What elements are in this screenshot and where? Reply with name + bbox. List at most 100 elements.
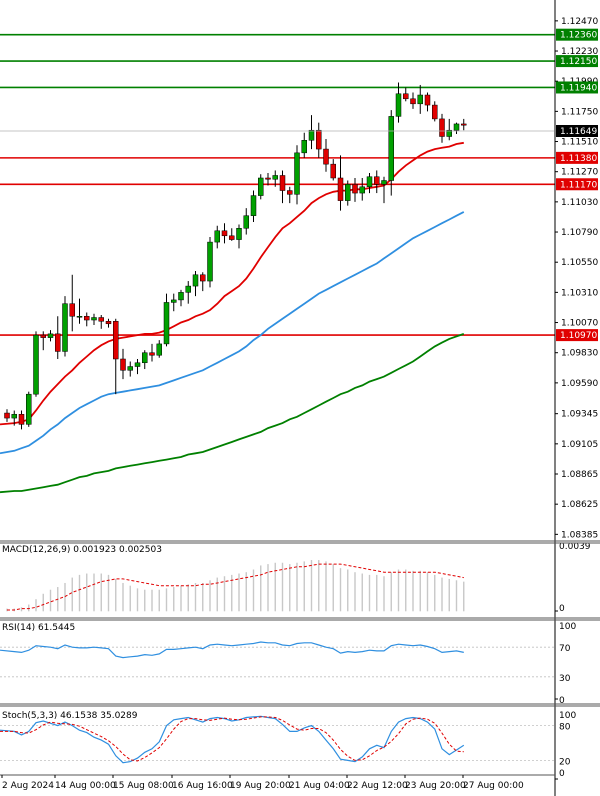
rsi-tick-label: 30	[559, 674, 571, 684]
candle-body	[26, 393, 32, 425]
stoch-main-line	[0, 715, 465, 764]
stoch-title: Stoch(5,3,3) 46.1538 35.0289	[2, 711, 138, 721]
time-tick-label: 16 Aug 16:00	[172, 781, 233, 791]
candle-body	[229, 235, 235, 240]
price-tick-label: 1.12230	[561, 47, 598, 57]
candle-body	[250, 195, 257, 216]
current-price-label: 1.11649	[560, 127, 597, 137]
candle-body	[91, 317, 97, 321]
candle-body	[236, 228, 242, 240]
candle-body	[84, 316, 90, 321]
candle-body	[243, 215, 249, 229]
candle-body	[171, 299, 177, 303]
stoch-tick-label: 20	[559, 757, 571, 767]
candle-body	[185, 285, 191, 293]
stoch-tick-label: 0	[559, 769, 565, 779]
candle-body	[359, 186, 365, 194]
time-tick-label: 19 Aug 20:00	[230, 781, 291, 791]
candle-body	[76, 316, 83, 318]
candle-body	[272, 175, 278, 180]
candle-body	[113, 321, 119, 360]
candle-body	[417, 94, 423, 105]
candle-body	[4, 412, 10, 419]
candle-body	[178, 292, 184, 301]
candle-body	[308, 129, 315, 141]
candle-body	[432, 104, 438, 120]
candle-body	[439, 118, 445, 137]
candle-body	[149, 352, 155, 356]
macd-tick-label: 0.0039	[559, 542, 591, 552]
candle-body	[127, 366, 133, 371]
time-tick-label: 15 Aug 08:00	[113, 781, 174, 791]
level-label: 1.10970	[560, 331, 597, 341]
candle-body	[265, 177, 271, 180]
price-tick-label: 1.09590	[561, 379, 598, 389]
price-tick-label: 1.08385	[561, 530, 598, 540]
level-marker	[556, 28, 598, 41]
candle-body	[98, 317, 104, 322]
candle-body	[55, 333, 61, 352]
candle-body	[47, 333, 54, 338]
ma-slow-line	[0, 333, 465, 494]
rsi-tick-label: 0	[559, 696, 565, 706]
stoch-panel: Stoch(5,3,3) 46.1538 35.0289 100 80 20 0	[0, 711, 576, 779]
candle-body	[214, 230, 220, 243]
candle-body	[279, 175, 286, 191]
level-marker	[556, 55, 598, 68]
candle-body	[403, 93, 409, 100]
candle-body	[142, 352, 148, 364]
candle-body	[461, 123, 467, 126]
price-tick-label: 1.09345	[561, 410, 598, 420]
price-tick-label: 1.10070	[561, 319, 598, 329]
candle-body	[330, 163, 336, 179]
candle-body	[69, 303, 75, 317]
level-marker	[556, 81, 598, 94]
candle-body	[221, 230, 228, 237]
level-marker	[556, 178, 598, 191]
candle-body	[366, 176, 373, 188]
price-tick-label: 1.11750	[561, 107, 598, 117]
time-tick-label: 23 Aug 20:00	[405, 781, 466, 791]
candle-body	[18, 414, 25, 425]
candle-body	[395, 93, 402, 117]
candle-body	[62, 303, 68, 352]
candle-body	[424, 94, 431, 106]
stoch-signal-line	[0, 716, 464, 762]
time-tick-label: 27 Aug 00:00	[463, 781, 524, 791]
candle-body	[11, 414, 17, 419]
current-price-marker	[556, 125, 598, 137]
level-label: 1.11940	[560, 83, 597, 93]
level-label: 1.12150	[560, 57, 597, 67]
candle-body	[40, 334, 46, 338]
ma-mid-line	[0, 211, 465, 455]
candle-body	[323, 148, 329, 165]
candle-body	[134, 362, 141, 367]
price-tick-label: 1.08865	[561, 470, 598, 480]
rsi-tick-label: 70	[559, 644, 571, 654]
rsi-tick-label: 100	[559, 622, 576, 632]
level-label: 1.11380	[560, 154, 597, 164]
price-tick-label: 1.11030	[561, 198, 598, 208]
stoch-tick-label: 100	[559, 711, 576, 721]
candle-body	[374, 176, 380, 185]
price-tick-label: 1.10550	[561, 258, 598, 268]
rsi-line	[0, 641, 464, 659]
candle-body	[294, 152, 300, 195]
stoch-tick-label: 80	[559, 723, 571, 733]
macd-panel: MACD(12,26,9) 0.001923 0.002503 0.0039 0	[2, 542, 591, 614]
candle-body	[301, 140, 307, 154]
time-tick-label: 22 Aug 12:00	[347, 781, 408, 791]
level-label: 1.11170	[560, 180, 597, 190]
candle-body	[163, 302, 170, 345]
macd-title: MACD(12,26,9) 0.001923 0.002503	[2, 545, 162, 555]
candle-body	[156, 343, 162, 356]
level-marker	[556, 151, 598, 164]
rsi-panel: RSI(14) 61.5445 100 70 30 0	[0, 622, 576, 706]
candle-body	[33, 334, 39, 395]
price-tick-label: 1.10790	[561, 228, 598, 238]
candle-body	[207, 241, 213, 282]
candle-body	[410, 98, 416, 105]
